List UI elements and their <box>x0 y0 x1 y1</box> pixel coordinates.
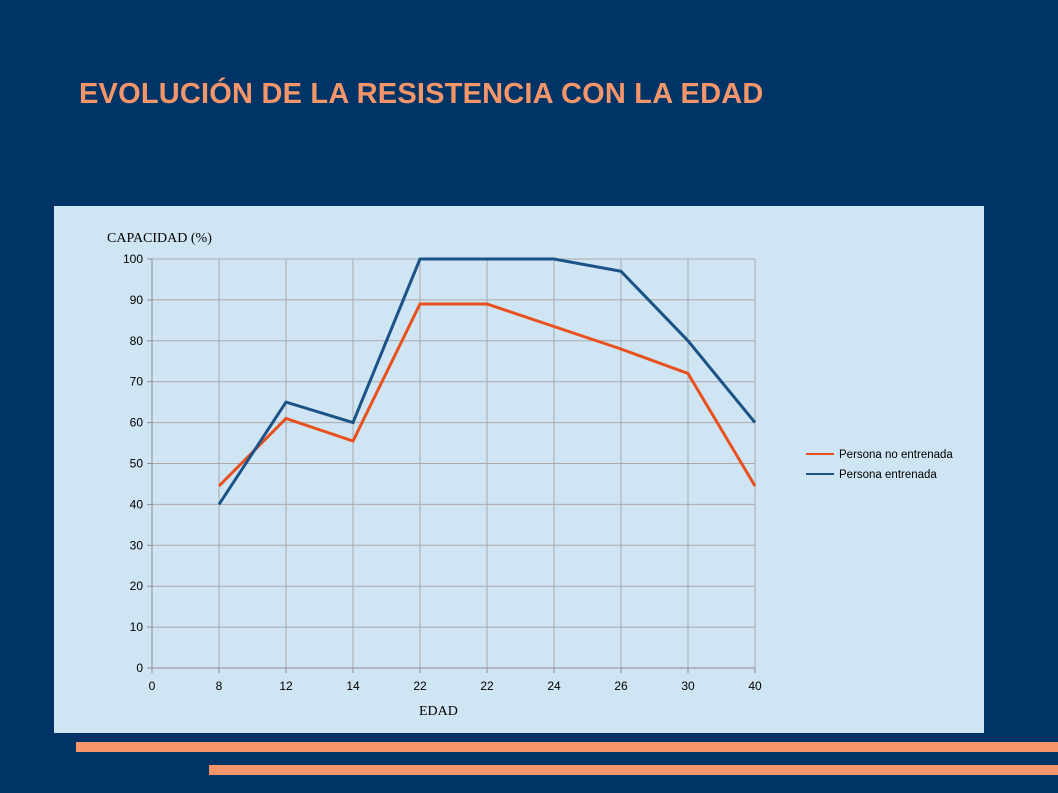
series-line-2 <box>217 257 757 506</box>
y-axis-title: CAPACIDAD (%) <box>107 231 212 246</box>
y-axis-tick-labels: 0 10 20 30 40 50 60 70 80 90 100 <box>123 252 143 675</box>
chart-background <box>54 206 984 733</box>
x-tick-label: 40 <box>748 679 762 693</box>
slide-title: EVOLUCIÓN DE LA RESISTENCIA CON LA EDAD <box>79 78 764 110</box>
y-tick-label: 100 <box>123 252 143 266</box>
x-tick-label: 8 <box>216 679 223 693</box>
x-tick-label: 30 <box>681 679 695 693</box>
y-tick-label: 20 <box>130 579 144 593</box>
y-tick-label: 10 <box>130 620 144 634</box>
y-tick-label: 70 <box>130 375 144 389</box>
x-tick-label: 14 <box>346 679 360 693</box>
chart-legend: Persona no entrenada Persona entrenada <box>806 449 953 481</box>
legend-label: Persona no entrenada <box>839 449 953 461</box>
y-tick-label: 90 <box>130 293 144 307</box>
y-tick-label: 60 <box>130 416 144 430</box>
chart-panel: 0 10 20 30 40 50 60 70 80 90 100 0 8 12 14 22 22 24 26 30 4… <box>54 206 984 733</box>
accent-bar-bottom <box>209 765 1058 775</box>
x-tick-label: 26 <box>614 679 628 693</box>
y-tick-label: 0 <box>136 661 143 675</box>
x-tick-label: 22 <box>480 679 494 693</box>
x-tick-label: 12 <box>279 679 293 693</box>
x-tick-label: 22 <box>413 679 427 693</box>
x-axis-title: EDAD <box>419 704 458 719</box>
y-tick-label: 40 <box>130 497 144 511</box>
y-tick-label: 80 <box>130 334 144 348</box>
y-tick-label: 50 <box>130 457 144 471</box>
line-chart: 0 10 20 30 40 50 60 70 80 90 100 0 8 12 14 22 22 24 26 30 4… <box>54 206 984 733</box>
y-tick-label: 30 <box>130 538 144 552</box>
legend-label: Persona entrenada <box>839 469 937 481</box>
x-axis-tick-labels: 0 8 12 14 22 22 24 26 30 40 <box>149 679 762 693</box>
series-lines <box>217 257 757 506</box>
accent-bar-top <box>76 742 1058 752</box>
series-line-1 <box>217 302 757 488</box>
x-tick-label: 24 <box>547 679 561 693</box>
chart-axes <box>147 258 756 673</box>
x-tick-label: 0 <box>149 679 156 693</box>
